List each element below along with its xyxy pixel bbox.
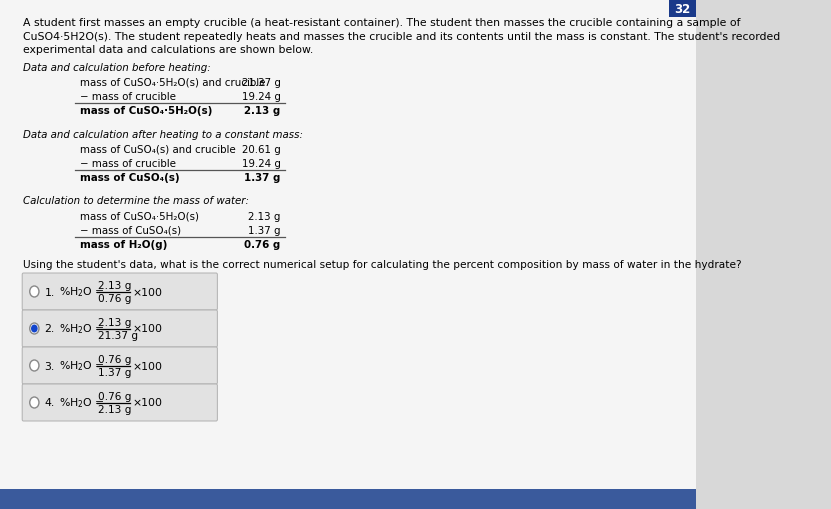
Text: 2.13 g: 2.13 g: [248, 211, 281, 221]
Text: 2.: 2.: [44, 324, 55, 334]
Text: 2.13 g: 2.13 g: [98, 404, 131, 414]
Text: mass of CuSO₄(s) and crucible: mass of CuSO₄(s) and crucible: [80, 144, 235, 154]
FancyBboxPatch shape: [0, 0, 696, 489]
FancyBboxPatch shape: [0, 489, 696, 509]
Text: 0.76 g: 0.76 g: [98, 391, 131, 401]
Text: 0.76 g: 0.76 g: [244, 239, 281, 249]
Text: %H$_2$O =: %H$_2$O =: [60, 285, 106, 299]
Text: ×100: ×100: [132, 287, 162, 297]
Text: Data and calculation after heating to a constant mass:: Data and calculation after heating to a …: [23, 129, 303, 139]
Text: − mass of crucible: − mass of crucible: [80, 91, 175, 101]
Text: %H$_2$O =: %H$_2$O =: [60, 396, 106, 410]
Circle shape: [30, 397, 39, 408]
Text: 32: 32: [675, 3, 691, 15]
Text: ×100: ×100: [132, 361, 162, 371]
Circle shape: [30, 323, 39, 334]
Text: − mass of crucible: − mass of crucible: [80, 158, 175, 168]
Text: %H$_2$O =: %H$_2$O =: [60, 359, 106, 373]
Circle shape: [31, 325, 37, 333]
Text: Data and calculation before heating:: Data and calculation before heating:: [23, 63, 211, 72]
Text: 1.: 1.: [44, 287, 55, 297]
Text: 1.37 g: 1.37 g: [244, 172, 281, 182]
Text: %H$_2$O =: %H$_2$O =: [60, 322, 106, 336]
Text: ×100: ×100: [132, 324, 162, 334]
Text: ×100: ×100: [132, 398, 162, 408]
FancyBboxPatch shape: [669, 0, 696, 18]
Text: Using the student's data, what is the correct numerical setup for calculating th: Using the student's data, what is the co…: [23, 259, 742, 269]
Text: 0.76 g: 0.76 g: [98, 354, 131, 364]
FancyBboxPatch shape: [22, 384, 218, 421]
Text: 1.37 g: 1.37 g: [98, 367, 131, 377]
Text: CuSO4·5H2O(s). The student repeatedly heats and masses the crucible and its cont: CuSO4·5H2O(s). The student repeatedly he…: [23, 32, 780, 41]
Text: 19.24 g: 19.24 g: [242, 91, 281, 101]
Text: mass of CuSO₄(s): mass of CuSO₄(s): [80, 172, 179, 182]
Text: 21.37 g: 21.37 g: [98, 330, 138, 341]
Text: 19.24 g: 19.24 g: [242, 158, 281, 168]
FancyBboxPatch shape: [22, 347, 218, 384]
Text: mass of H₂O(g): mass of H₂O(g): [80, 239, 167, 249]
Text: 3.: 3.: [44, 361, 55, 371]
Text: 20.61 g: 20.61 g: [242, 144, 281, 154]
FancyBboxPatch shape: [22, 273, 218, 310]
Circle shape: [30, 287, 39, 297]
Text: 4.: 4.: [44, 398, 55, 408]
Text: 0.76 g: 0.76 g: [98, 293, 131, 303]
Text: mass of CuSO₄·5H₂O(s): mass of CuSO₄·5H₂O(s): [80, 211, 199, 221]
Text: 1.37 g: 1.37 g: [248, 225, 281, 235]
Text: − mass of CuSO₄(s): − mass of CuSO₄(s): [80, 225, 180, 235]
Text: 2.13 g: 2.13 g: [98, 318, 131, 327]
Text: mass of CuSO₄·5H₂O(s): mass of CuSO₄·5H₂O(s): [80, 105, 212, 115]
Text: A student first masses an empty crucible (a heat-resistant container). The stude: A student first masses an empty crucible…: [23, 18, 741, 28]
Text: 21.37 g: 21.37 g: [242, 77, 281, 88]
Text: 2.13 g: 2.13 g: [244, 105, 281, 115]
Text: experimental data and calculations are shown below.: experimental data and calculations are s…: [23, 45, 314, 55]
Text: 2.13 g: 2.13 g: [98, 280, 131, 291]
Circle shape: [30, 360, 39, 371]
Text: mass of CuSO₄·5H₂O(s) and crucible: mass of CuSO₄·5H₂O(s) and crucible: [80, 77, 265, 88]
Text: Calculation to determine the mass of water:: Calculation to determine the mass of wat…: [23, 196, 249, 206]
FancyBboxPatch shape: [22, 310, 218, 347]
